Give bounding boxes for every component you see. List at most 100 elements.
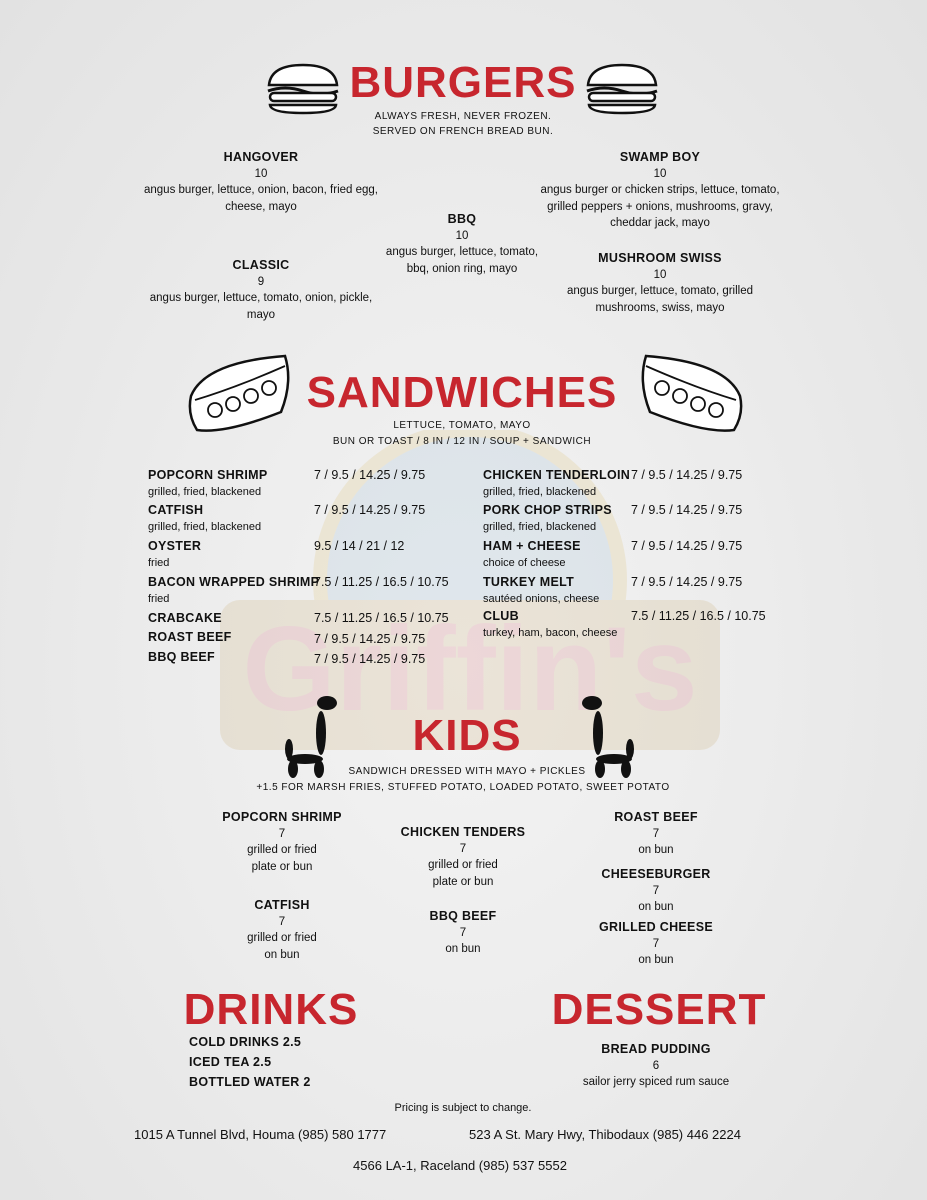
sandwich-desc: fried: [148, 593, 170, 605]
drink-item: ICED TEA 2.5: [189, 1055, 272, 1069]
kids-item-price: 7: [652, 937, 660, 950]
drink-item: BOTTLED WATER 2: [189, 1075, 311, 1089]
sandwich-price: 7 / 9.5 / 14.25 / 9.75: [631, 503, 743, 517]
sandwich-name: CHICKEN TENDERLOIN: [483, 468, 631, 482]
kids-item-price: 7: [652, 827, 660, 840]
kids-item: CHICKEN TENDERS 7 grilled or fried plate or…: [401, 824, 526, 890]
kids-item-name: BBQ BEEF: [429, 909, 497, 923]
sandwich-price: 7 / 9.5 / 14.25 / 9.75: [314, 652, 426, 666]
sandwich-name: BACON WRAPPED SHRIMP: [148, 575, 320, 589]
location-raceland: 4566 LA-1, Raceland (985) 537 5552: [353, 1158, 567, 1173]
sandwiches-subtitle-2: BUN OR TOAST / 8 IN / 12 IN / SOUP + SAN…: [332, 436, 592, 447]
burgers-item-name: BBQ: [447, 212, 477, 226]
sandwich-desc: fried: [148, 557, 170, 569]
kids-subtitle-2: +1.5 FOR MARSH FRIES, STUFFED POTATO, LO…: [256, 782, 670, 793]
burgers-item-desc: mushrooms, swiss, mayo: [595, 301, 725, 314]
sandwich-name: BBQ BEEF: [148, 650, 215, 664]
burgers-item: HANGOVER 10 angus burger, lettuce, onion, …: [144, 149, 378, 215]
burgers-item-desc: cheese, mayo: [225, 200, 297, 213]
kids-item-price: 7: [278, 827, 286, 840]
sandwich-price: 7 / 9.5 / 14.25 / 9.75: [631, 575, 743, 589]
sandwich-price: 7 / 9.5 / 14.25 / 9.75: [631, 539, 743, 553]
dessert-item: BREAD PUDDING 6 sailor jerry spiced rum …: [583, 1041, 729, 1091]
kids-item-desc: on bun: [638, 954, 674, 966]
burgers-item: CLASSIC 9 angus burger, lettuce, tomato, o…: [150, 257, 372, 323]
burgers-item-desc: angus burger, lettuce, onion, bacon, fri…: [144, 184, 378, 196]
burgers-item-price: 9: [257, 275, 265, 288]
burgers-subtitle-1: ALWAYS FRESH, NEVER FROZEN.: [374, 111, 552, 122]
burger-icon: [586, 63, 658, 115]
sandwich-icon: [641, 354, 743, 432]
burgers-item-name: CLASSIC: [232, 258, 290, 272]
burgers-item-desc: angus burger, lettuce, tomato, onion, pi…: [149, 292, 373, 304]
sandwich-price: 7 / 9.5 / 14.25 / 9.75: [314, 468, 426, 482]
kids-item-desc: plate or bun: [251, 860, 313, 873]
kids-item-price: 7: [459, 842, 467, 855]
burgers-item-desc: mayo: [246, 308, 276, 321]
location-thibodaux: 523 A St. Mary Hwy, Thibodaux (985) 446 …: [469, 1127, 741, 1142]
burgers-item: BBQ 10 angus burger, lettuce, tomato, bbq, …: [386, 211, 538, 277]
burgers-item-desc: angus burger, lettuce, tomato,: [385, 246, 539, 258]
kids-item-name: GRILLED CHEESE: [599, 920, 713, 934]
sandwich-price: 7.5 / 11.25 / 16.5 / 10.75: [631, 609, 766, 623]
sandwich-name: CLUB: [483, 609, 519, 623]
burgers-item-price: 10: [653, 167, 667, 180]
burgers-item-name: HANGOVER: [223, 150, 299, 164]
sandwich-desc: turkey, ham, bacon, cheese: [483, 627, 618, 639]
sandwich-desc: grilled, fried, blackened: [483, 521, 597, 533]
balloon-dog-icon: [582, 696, 634, 778]
burgers-item-desc: angus burger, lettuce, tomato, grilled: [566, 285, 754, 297]
sandwich-price: 7.5 / 11.25 / 16.5 / 10.75: [314, 611, 449, 625]
kids-item-name: CHICKEN TENDERS: [400, 825, 526, 839]
kids-item-desc: grilled or fried: [428, 859, 498, 871]
burgers-item-desc: grilled peppers + onions, mushrooms, gra…: [547, 200, 773, 213]
sandwich-price: 7 / 9.5 / 14.25 / 9.75: [314, 632, 426, 646]
kids-item-name: CHEESEBURGER: [601, 867, 711, 881]
sandwich-price: 9.5 / 14 / 21 / 12: [314, 539, 405, 553]
burgers-item-name: SWAMP BOY: [619, 150, 701, 164]
sandwiches-subtitle-1: LETTUCE, TOMATO, MAYO: [393, 420, 531, 431]
kids-item-desc: on bun: [638, 844, 674, 856]
kids-item-desc: grilled or fried: [247, 932, 317, 944]
kids-item-desc: on bun: [445, 943, 481, 955]
svg-text:Griffin's: Griffin's: [242, 602, 697, 736]
kids-item-price: 7: [278, 915, 286, 928]
sandwich-desc: grilled, fried, blackened: [148, 486, 262, 498]
kids-item-desc: plate or bun: [432, 875, 494, 888]
balloon-dog-icon: [285, 696, 337, 778]
sandwich-desc: sautéed onions, cheese: [483, 593, 600, 605]
sandwich-desc: grilled, fried, blackened: [148, 521, 262, 533]
griffins-logo-watermark: Griffin's: [220, 430, 720, 750]
kids-item-price: 7: [652, 884, 660, 897]
burgers-item: SWAMP BOY 10 angus burger or chicken strip…: [540, 149, 779, 232]
sandwich-name: PORK CHOP STRIPS: [483, 503, 612, 517]
dessert-item-name: BREAD PUDDING: [601, 1042, 711, 1056]
kids-item-name: ROAST BEEF: [614, 810, 698, 824]
kids-item-desc: on bun: [638, 901, 674, 913]
kids-item-name: CATFISH: [254, 898, 310, 912]
burgers-item-price: 10: [455, 229, 469, 242]
burgers-item-price: 10: [254, 167, 268, 180]
sandwich-price: 7 / 9.5 / 14.25 / 9.75: [314, 503, 426, 517]
kids-item: ROAST BEEF 7 on bun: [614, 809, 698, 859]
burgers-item-price: 10: [653, 268, 667, 281]
burgers-item-desc: bbq, onion ring, mayo: [406, 262, 518, 275]
kids-subtitle-1: SANDWICH DRESSED WITH MAYO + PICKLES: [348, 766, 586, 777]
dessert-heading: DESSERT: [551, 985, 767, 1034]
burgers-item-desc: cheddar jack, mayo: [610, 217, 710, 229]
kids-item: POPCORN SHRIMP 7 grilled or fried plate or …: [222, 809, 342, 875]
sandwich-price: 7 / 9.5 / 14.25 / 9.75: [631, 468, 743, 482]
burgers-heading: BURGERS: [349, 58, 577, 107]
kids-item-name: POPCORN SHRIMP: [222, 810, 342, 824]
burgers-item-desc: angus burger or chicken strips, lettuce,…: [540, 184, 780, 196]
sandwich-name: OYSTER: [148, 539, 202, 553]
drink-item: COLD DRINKS 2.5: [189, 1035, 302, 1049]
sandwich-price: 7.5 / 11.25 / 16.5 / 10.75: [314, 575, 449, 589]
sandwich-name: TURKEY MELT: [483, 575, 575, 589]
sandwich-name: ROAST BEEF: [148, 630, 232, 644]
burgers-item: MUSHROOM SWISS 10 angus burger, lettuce, t…: [567, 250, 753, 316]
kids-item-desc: on bun: [264, 948, 300, 961]
sandwiches-heading: SANDWICHES: [306, 368, 618, 417]
drinks-heading: DRINKS: [183, 985, 359, 1034]
burger-icon: [267, 63, 339, 115]
